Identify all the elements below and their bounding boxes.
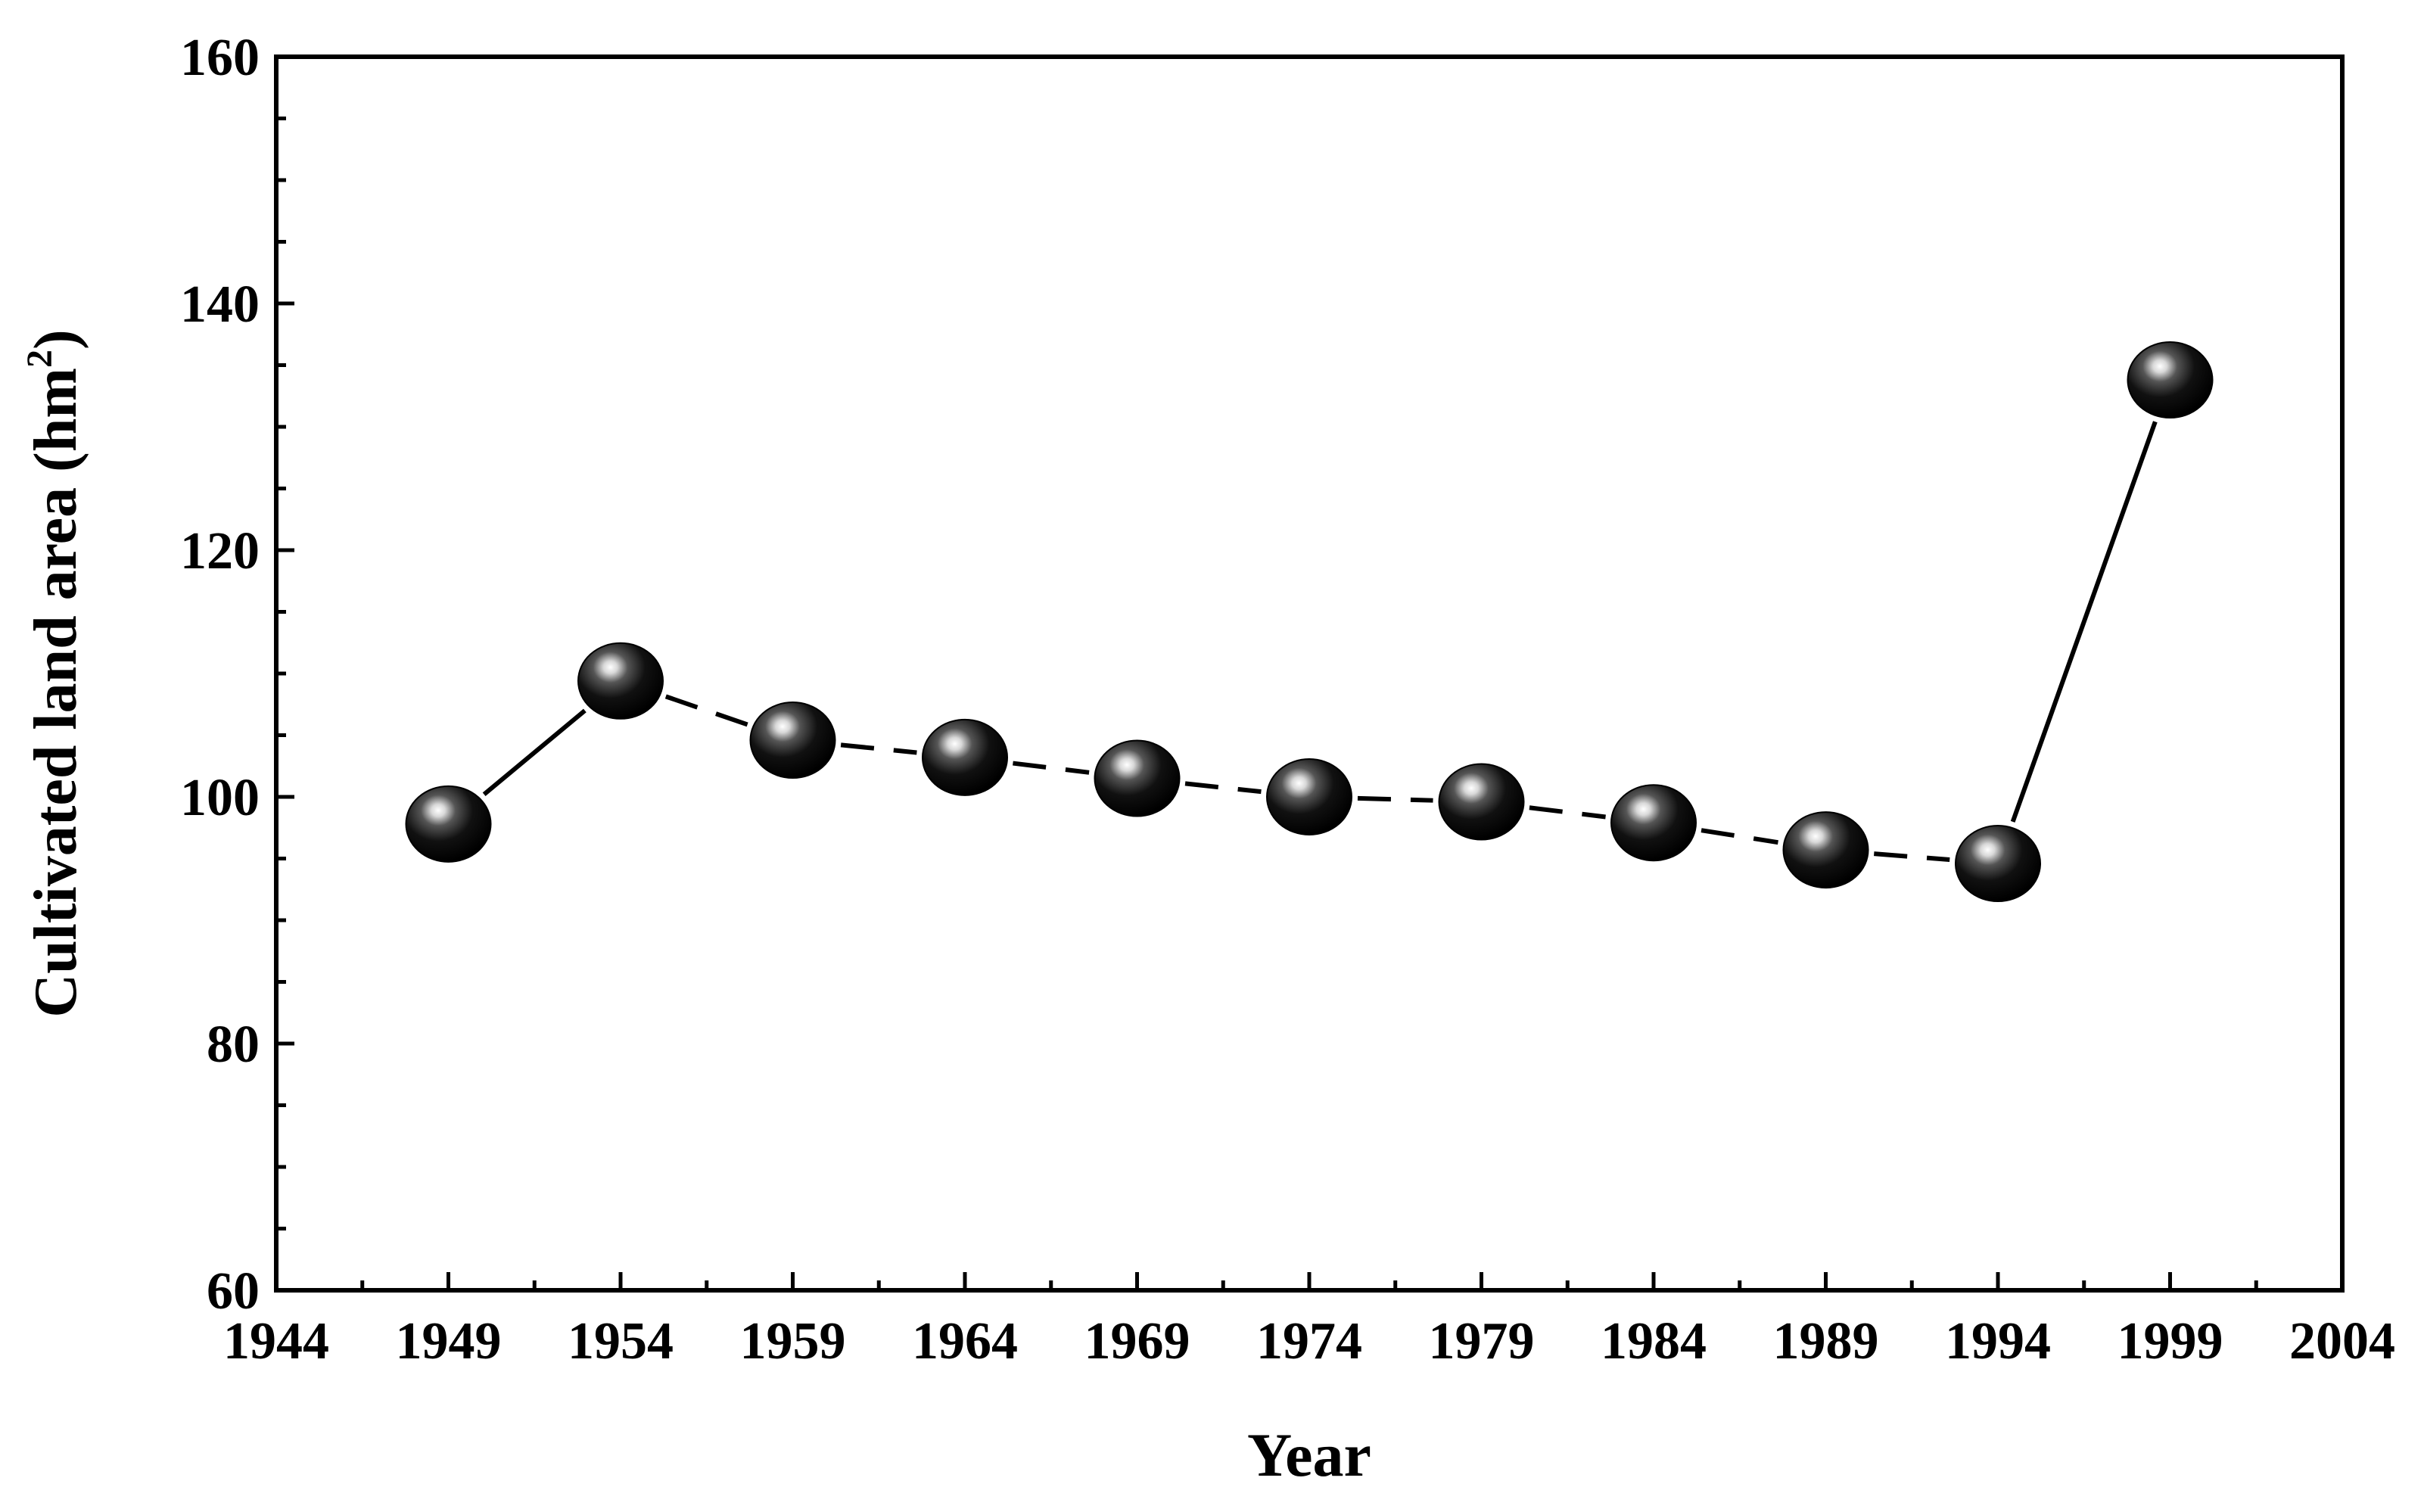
y-axis-ticks: 60 80 100 120 140 160 [180, 29, 294, 1321]
data-point-marker [1782, 811, 1869, 889]
data-point-marker [2127, 341, 2214, 419]
x-tick-label: 1974 [1256, 1312, 1362, 1370]
data-point-marker [1610, 784, 1697, 862]
data-point-marker [577, 642, 664, 720]
x-tick-label: 1999 [2117, 1312, 2223, 1370]
data-point-marker [405, 785, 492, 863]
x-tick-label: 1994 [1945, 1312, 2051, 1370]
x-tick-label: 1954 [568, 1312, 674, 1370]
data-point-marker [922, 718, 1008, 796]
y-tick-label: 100 [180, 769, 260, 827]
x-axis-ticks: 1944 1949 1954 1959 1964 1969 1974 1979 1984 1989… [223, 1272, 2395, 1370]
x-tick-label: 1964 [912, 1312, 1018, 1370]
y-axis-title: Cultivated land area (hm2) [20, 329, 89, 1017]
series-line [482, 421, 2158, 862]
x-tick-label: 1969 [1084, 1312, 1190, 1370]
line-segment [1184, 781, 1262, 795]
y-axis-title-close: ) [23, 329, 89, 350]
line-segment [2010, 421, 2158, 823]
x-tick-label: 1949 [396, 1312, 502, 1370]
line-segment [1357, 795, 1433, 803]
data-point-marker [1266, 758, 1352, 835]
y-tick-label: 140 [180, 275, 260, 334]
line-segment [1013, 761, 1090, 775]
y-tick-label: 120 [180, 522, 260, 580]
x-tick-label: 1989 [1773, 1312, 1879, 1370]
x-tick-label: 1979 [1429, 1312, 1535, 1370]
line-segment [1874, 851, 1950, 862]
line-segment [1701, 828, 1778, 845]
x-tick-label: 1984 [1601, 1312, 1707, 1370]
x-tick-label: 1959 [740, 1312, 846, 1370]
line-segment [482, 708, 587, 796]
x-axis-title: Year [1247, 1420, 1371, 1489]
data-point-marker [1438, 763, 1525, 841]
line-segment [664, 694, 748, 727]
series-markers [405, 341, 2214, 903]
line-segment [840, 742, 917, 755]
x-tick-label: 2004 [2289, 1312, 2395, 1370]
y-tick-label: 60 [207, 1262, 260, 1321]
line-segment [1529, 805, 1606, 820]
y-tick-label: 80 [207, 1016, 260, 1074]
y-axis-title-superscript: 2 [20, 350, 60, 368]
data-point-marker [749, 702, 836, 779]
data-point-marker [1955, 825, 2041, 903]
data-point-marker [1094, 739, 1181, 817]
y-axis-title-main: Cultivated land area (hm [23, 368, 89, 1018]
y-tick-label: 160 [180, 29, 260, 87]
x-tick-label: 1944 [223, 1312, 329, 1370]
